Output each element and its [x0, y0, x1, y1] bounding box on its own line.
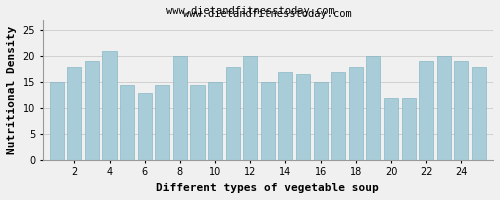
Bar [85, 61, 99, 160]
Bar [366, 56, 380, 160]
Bar [226, 67, 239, 160]
X-axis label: Different types of vegetable soup: Different types of vegetable soup [156, 183, 379, 193]
Bar [349, 67, 363, 160]
Bar [138, 93, 151, 160]
Bar [50, 82, 64, 160]
Bar [261, 82, 275, 160]
Bar [173, 56, 187, 160]
Bar [384, 98, 398, 160]
Bar [454, 61, 468, 160]
Y-axis label: Nutritional Density: Nutritional Density [7, 26, 17, 154]
Bar [437, 56, 451, 160]
Bar [68, 67, 82, 160]
Bar [120, 85, 134, 160]
Bar [208, 82, 222, 160]
Bar [314, 82, 328, 160]
Text: www.dietandfitnesstoday.com: www.dietandfitnesstoday.com [166, 6, 334, 16]
Bar [243, 56, 258, 160]
Bar [402, 98, 415, 160]
Text: www.dietandfitnesstoday.com: www.dietandfitnesstoday.com [184, 9, 352, 19]
Bar [156, 85, 170, 160]
Bar [331, 72, 345, 160]
Bar [102, 51, 117, 160]
Bar [472, 67, 486, 160]
Bar [296, 74, 310, 160]
Bar [278, 72, 292, 160]
Bar [419, 61, 433, 160]
Bar [190, 85, 204, 160]
